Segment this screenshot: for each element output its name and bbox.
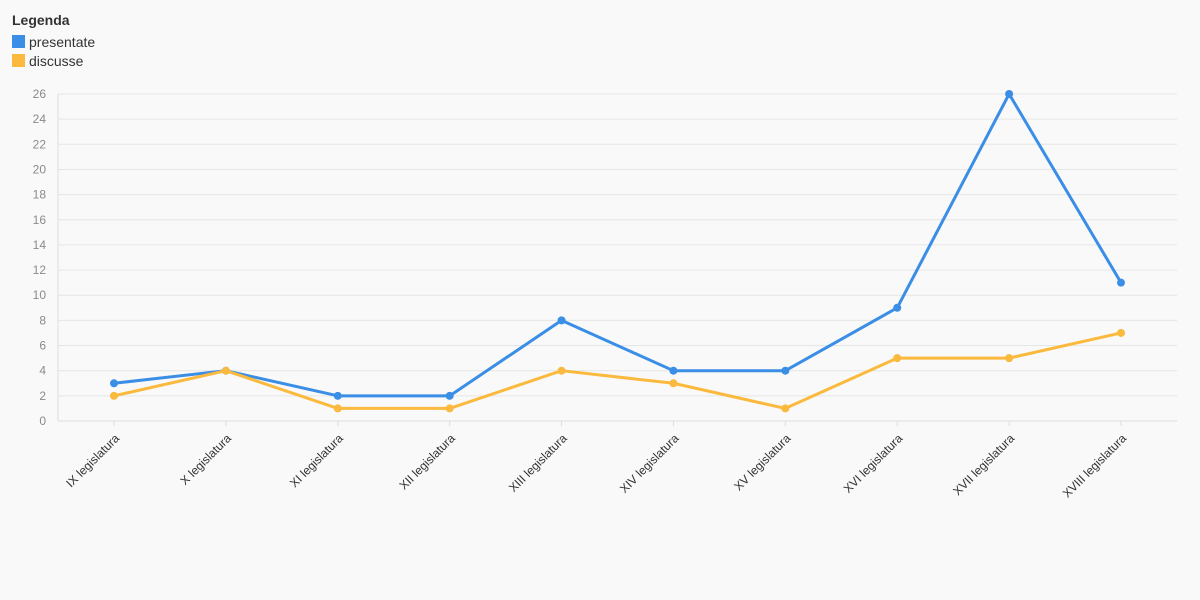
legend-title: Legenda [12,12,70,28]
x-tick-label-8: XVII legislatura [950,431,1017,498]
x-tick-label-1: X legislatura [177,431,234,488]
legend-swatch-presentate [12,35,25,48]
point-presentate-5 [669,366,678,375]
legend-item-discusse[interactable]: discusse [12,51,95,70]
y-tick-label-14: 14 [33,238,47,252]
x-tick-label-6: XV legislatura [731,431,793,493]
x-tick-label-5: XIV legislatura [617,431,682,496]
legend-label-discusse: discusse [29,52,84,69]
point-discusse-5 [669,379,678,388]
point-discusse-3 [445,404,454,413]
y-tick-label-10: 10 [33,288,47,302]
point-presentate-9 [1117,278,1125,287]
x-tick-label-7: XVI legislatura [841,431,906,496]
series-line-discusse [112,331,1123,410]
x-tick-label-0: IX legislatura [63,431,122,490]
point-discusse-1 [221,366,230,375]
legend: Legenda presentate discusse [12,12,95,70]
y-tick-label-18: 18 [33,188,47,202]
x-tick-label-9: XVIII legislatura [1060,431,1130,501]
y-tick-label-22: 22 [33,137,47,151]
y-tick-label-20: 20 [33,162,47,176]
legend-label-presentate: presentate [29,33,96,50]
y-tick-label-8: 8 [39,313,46,327]
y-tick-label-2: 2 [39,389,46,403]
point-discusse-2 [333,404,342,413]
point-discusse-7 [893,354,902,363]
point-discusse-0 [110,391,118,400]
point-discusse-6 [781,404,790,413]
point-presentate-2 [333,391,342,400]
point-presentate-6 [781,366,790,375]
point-presentate-0 [110,379,118,388]
point-discusse-4 [557,366,566,375]
y-tick-label-16: 16 [33,213,47,227]
legend-swatch-discusse [12,54,25,67]
point-presentate-4 [557,316,566,325]
y-tick-label-24: 24 [33,112,47,126]
point-discusse-9 [1117,328,1125,337]
x-tick-label-3: XII legislatura [396,431,458,493]
legend-item-presentate[interactable]: presentate [12,32,95,51]
x-tick-label-2: XI legislatura [287,431,346,490]
y-tick-label-12: 12 [33,263,47,277]
point-presentate-3 [445,391,454,400]
y-tick-label-4: 4 [39,364,46,378]
point-presentate-7 [893,303,902,312]
y-tick-label-6: 6 [39,339,46,353]
y-tick-label-26: 26 [33,87,47,101]
point-discusse-8 [1005,354,1014,363]
x-tick-label-4: XIII legislatura [506,431,570,495]
y-tick-label-0: 0 [39,414,46,428]
point-presentate-8 [1005,90,1014,98]
series-line-presentate [112,92,1123,398]
